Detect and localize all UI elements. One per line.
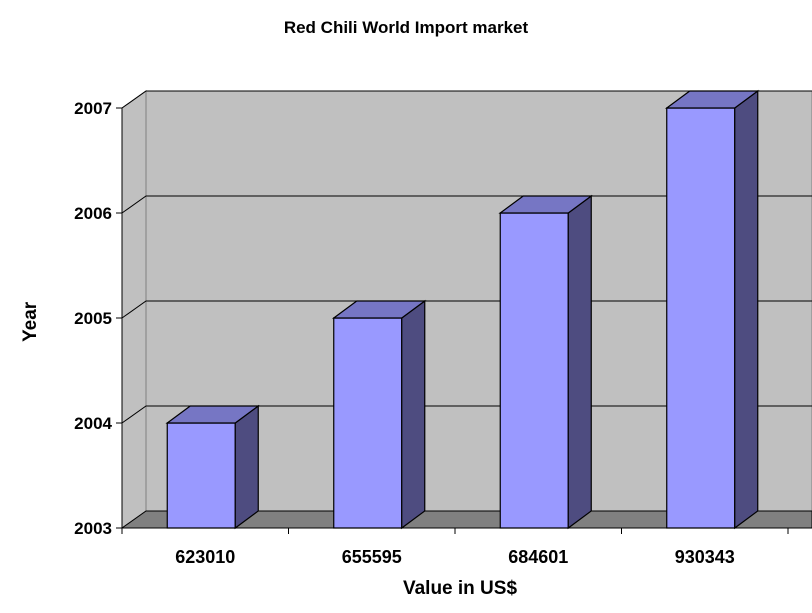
bar-side (401, 299, 426, 530)
y-tick-label: 2004 (74, 414, 112, 433)
bar-side (234, 404, 259, 530)
bar-top (664, 90, 760, 109)
bar-top (498, 195, 594, 214)
bar (331, 299, 427, 530)
bar-front (499, 212, 569, 529)
y-tick-label: 2005 (74, 309, 112, 328)
bars (165, 89, 760, 530)
bar-side (567, 194, 592, 530)
x-axis-title: Value in US$ (402, 578, 518, 599)
bar-top (331, 300, 427, 319)
x-tick-label: 655595 (342, 547, 402, 567)
bar (165, 404, 261, 530)
bar-front (166, 422, 236, 529)
y-tick-label: 2007 (74, 99, 112, 118)
gridline (121, 90, 812, 109)
y-tick-label: 2003 (74, 519, 112, 538)
y-tick-labels: 2003 2004 2005 2006 2007 (74, 99, 112, 538)
y-tick-label: 2006 (74, 204, 112, 223)
x-tick-labels: 623010 655595 684601 930343 (175, 547, 735, 567)
x-tick-label: 623010 (175, 547, 235, 567)
bar (498, 194, 594, 530)
bar-top (165, 405, 261, 424)
bar-front (333, 317, 403, 529)
bar (664, 89, 760, 530)
bar-side (734, 89, 759, 530)
y-axis-title: Year (20, 301, 41, 342)
x-tick-label: 684601 (508, 547, 568, 567)
bar-front (666, 107, 736, 529)
x-tick-label: 930343 (675, 547, 735, 567)
chart-title: Red Chili World Import market (283, 18, 529, 37)
